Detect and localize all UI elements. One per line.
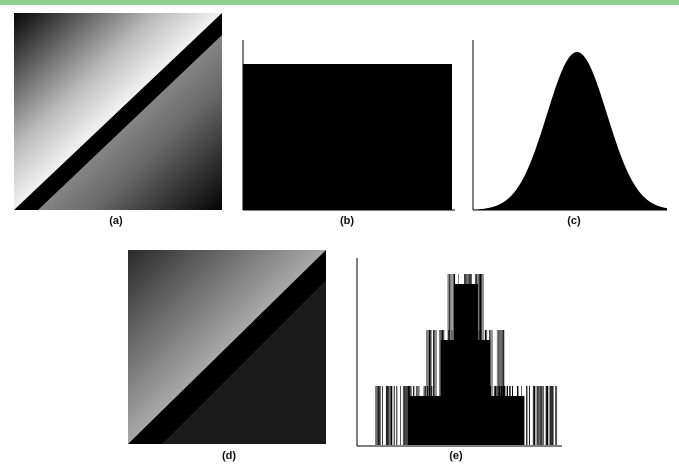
panel-c-histogram bbox=[470, 40, 670, 212]
caption-a: (a) bbox=[109, 215, 123, 227]
uniform-bar bbox=[243, 64, 452, 210]
gaussian-curve bbox=[473, 52, 667, 210]
panel-a-image bbox=[14, 13, 222, 210]
caption-c: (c) bbox=[567, 215, 581, 227]
panel-e-histogram bbox=[352, 258, 564, 448]
panel-b-histogram bbox=[240, 40, 458, 212]
caption-e: (e) bbox=[449, 450, 463, 462]
top-accent-bar bbox=[0, 0, 679, 5]
panel-d-image bbox=[128, 250, 326, 444]
caption-d: (d) bbox=[221, 450, 237, 462]
caption-b: (b) bbox=[339, 215, 355, 227]
